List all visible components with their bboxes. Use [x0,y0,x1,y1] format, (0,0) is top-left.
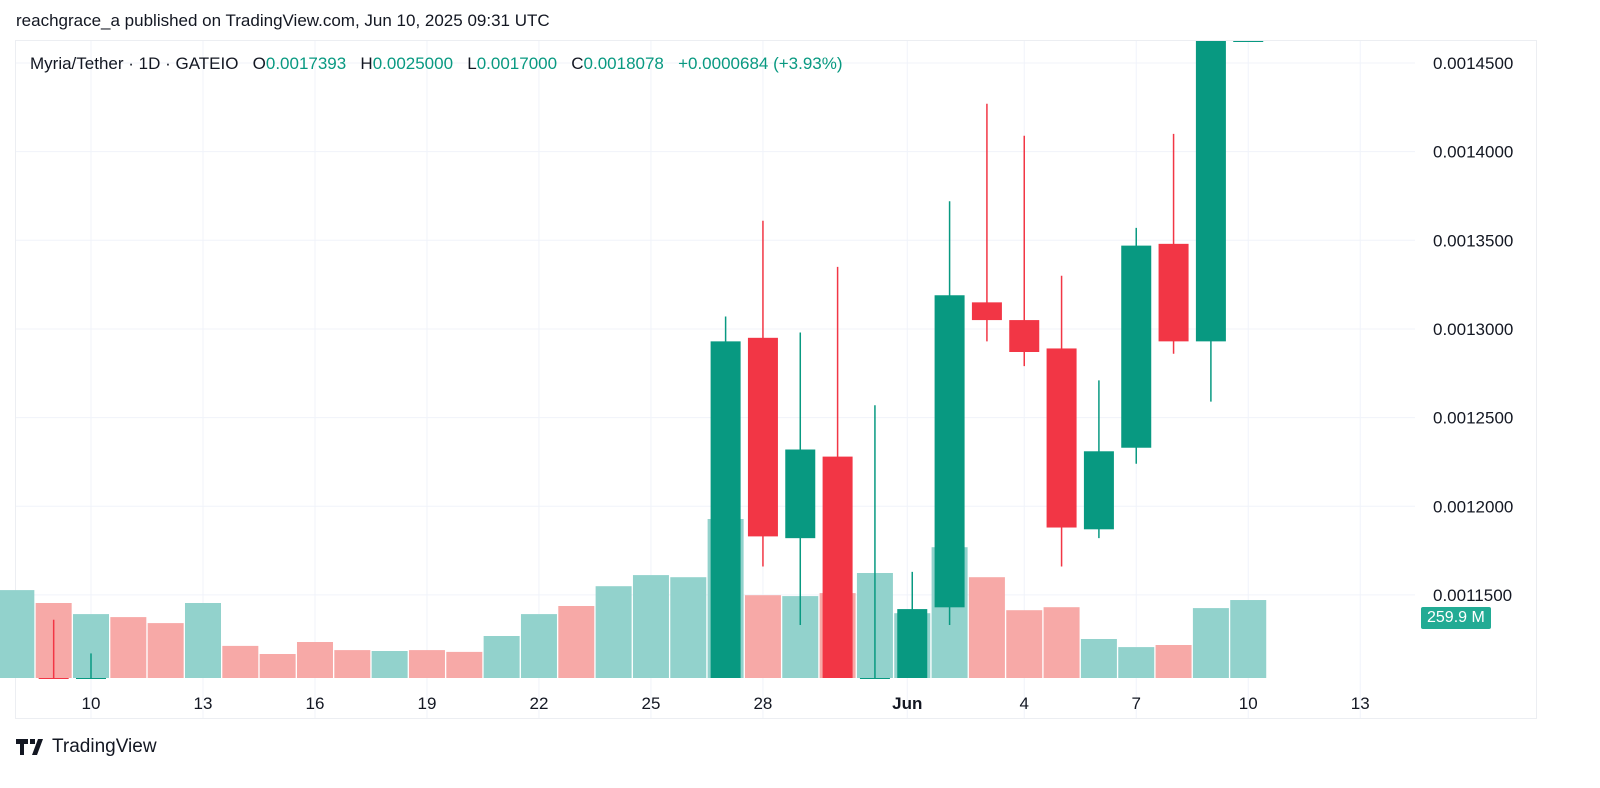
candle-body[interactable] [1009,320,1040,352]
candle-body[interactable] [747,337,778,537]
time-tick-label: 25 [641,694,660,713]
candle-body[interactable] [76,678,106,679]
volume-bar [408,650,445,678]
time-tick-label: 28 [753,694,772,713]
volume-bar [1118,647,1155,678]
time-tick-label: 10 [1239,694,1258,713]
time-tick-label: 7 [1132,694,1141,713]
candle-body[interactable] [822,456,853,678]
volume-bar [1043,607,1080,678]
volume-bar [371,651,408,678]
candle-body[interactable] [710,341,741,678]
price-tick-label: 0.0013500 [1433,231,1513,250]
tradingview-logo-icon [16,739,43,755]
time-tick-label: 13 [1351,694,1370,713]
volume-bar [968,577,1005,678]
brand-name: TradingView [52,736,157,757]
high-label: H [360,54,373,73]
ohlc-legend: Myria/Tether · 1D · GATEIO O0.0017393 H0… [30,54,843,74]
symbol-label[interactable]: Myria/Tether · 1D · GATEIO [30,54,239,73]
change-value: +0.0000684 (+3.93%) [678,54,843,73]
volume-bar [670,577,707,678]
volume-bar [595,586,632,678]
price-tick-label: 0.0012000 [1433,497,1513,516]
open-value: 0.0017393 [265,54,347,73]
candle-body[interactable] [785,449,816,539]
candle-body[interactable] [859,678,890,679]
time-tick-label: 16 [306,694,325,713]
candle-body[interactable] [38,678,69,679]
price-tick-label: 0.0013000 [1433,320,1513,339]
price-tick-label: 0.0011500 [1433,586,1512,605]
high-value: 0.0025000 [372,54,454,73]
volume-bar [1080,639,1117,678]
volume-bar [259,654,296,678]
open-label: O [252,54,266,73]
volume-bar [222,645,259,678]
tradingview-logo[interactable]: TradingView [16,736,157,758]
chart-frame [15,40,1537,719]
candle-body[interactable] [897,609,928,678]
volume-bar [334,650,371,678]
volume-bar [558,606,595,678]
candle-body[interactable] [1233,41,1264,42]
low-label: L [467,54,477,73]
published-caption: reachgrace_a published on TradingView.co… [16,11,550,30]
time-tick-label: 19 [418,694,437,713]
candle-body[interactable] [1083,451,1114,530]
volume-bar [296,642,333,678]
time-tick-label: 4 [1020,694,1029,713]
volume-bar [147,623,184,678]
volume-bar [744,595,781,678]
time-tick-label: 22 [529,694,548,713]
candle-body[interactable] [1158,243,1189,342]
time-tick-label: 13 [194,694,213,713]
close-label: C [571,54,584,73]
volume-last-tag: 259.9 M [1421,607,1491,629]
volume-bar [1006,610,1043,678]
volume-bar [632,575,669,678]
volume-bar [110,617,147,678]
volume-bar [1155,645,1192,678]
candle-body[interactable] [1195,41,1226,342]
time-tick-label: 10 [82,694,101,713]
low-value: 0.0017000 [476,54,558,73]
volume-bar [483,636,520,678]
volume-bar [520,614,557,678]
volume-bar [0,590,35,678]
volume-bar [1230,600,1267,678]
volume-bar [1192,608,1229,678]
close-value: 0.0018078 [583,54,664,73]
candle-body[interactable] [1121,245,1152,448]
time-tick-label: Jun [892,694,922,713]
price-tick-label: 0.0014500 [1433,54,1513,73]
volume-bar [446,651,483,678]
price-tick-label: 0.0014000 [1433,143,1513,162]
candle-body[interactable] [1046,348,1077,528]
volume-bar [184,603,221,678]
candle-body[interactable] [934,295,965,608]
price-tick-label: 0.0012500 [1433,409,1513,428]
candle-body[interactable] [971,302,1002,321]
